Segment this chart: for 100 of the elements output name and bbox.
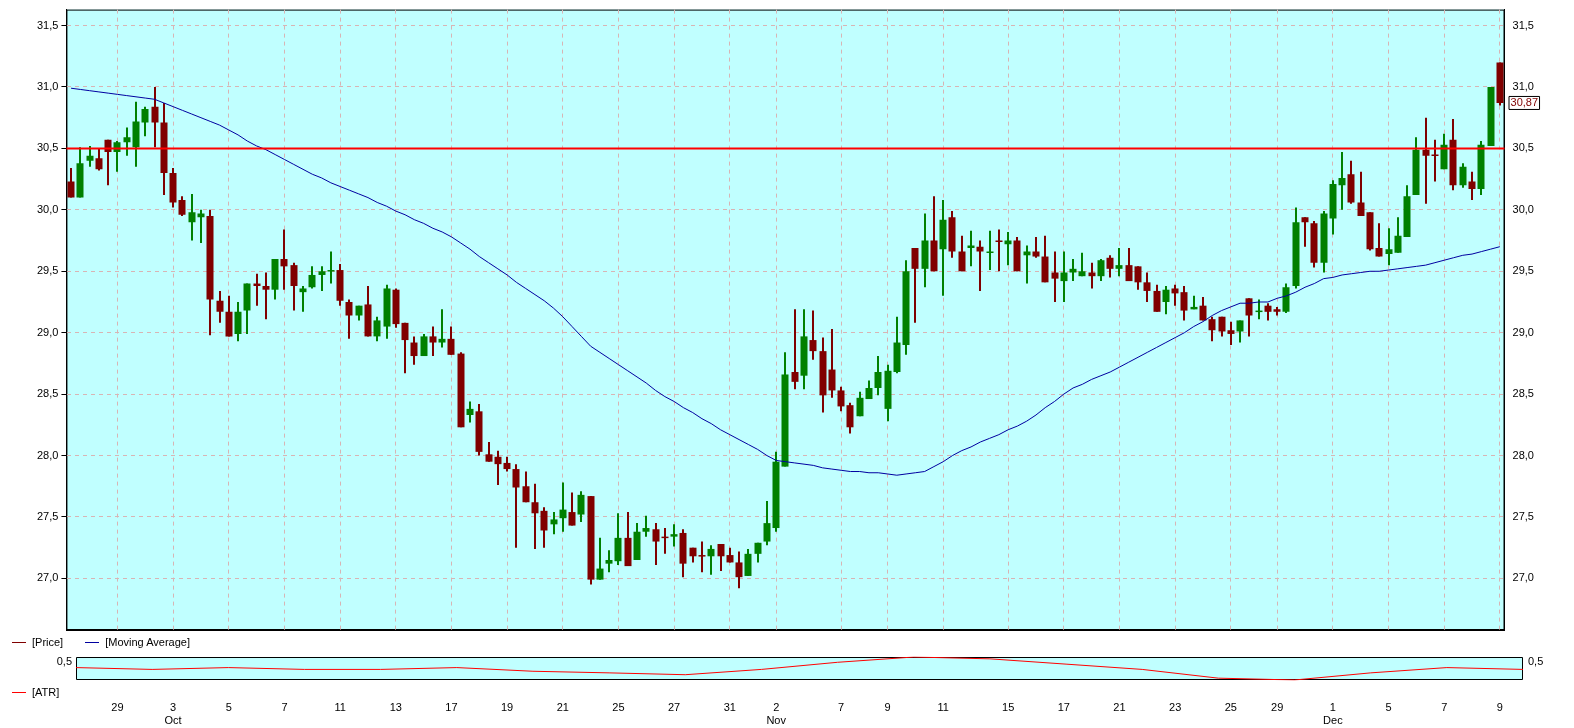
candlestick bbox=[345, 298, 353, 340]
candlestick bbox=[466, 400, 474, 424]
candlestick bbox=[447, 325, 455, 356]
x-tick-label: 17 bbox=[1057, 700, 1070, 713]
candlestick bbox=[151, 86, 159, 149]
candlestick bbox=[846, 401, 854, 435]
candlestick bbox=[522, 470, 530, 504]
candlestick bbox=[1162, 285, 1170, 316]
y2-tick-label: 28,0 bbox=[1512, 448, 1534, 461]
y2-tick-label: 29,5 bbox=[1512, 264, 1534, 277]
candlestick bbox=[1459, 162, 1467, 189]
candlestick bbox=[1245, 297, 1253, 338]
y2-tick-label: 29,0 bbox=[1512, 325, 1534, 338]
y-tick-label: 29,5 bbox=[37, 264, 59, 277]
x-tick-label: 5 bbox=[225, 700, 232, 713]
candlestick bbox=[318, 265, 326, 292]
x-tick-label: 21 bbox=[1113, 700, 1126, 713]
y2-tick-label: 31,5 bbox=[1512, 18, 1534, 31]
y-tick-label: 28,0 bbox=[37, 448, 59, 461]
candlestick bbox=[577, 490, 585, 523]
candlestick bbox=[540, 506, 548, 549]
candlestick bbox=[67, 167, 75, 199]
candlestick bbox=[308, 265, 316, 290]
candlestick bbox=[1468, 170, 1476, 202]
x-tick-label: 2 bbox=[773, 700, 780, 713]
y-tick-label: 31,0 bbox=[37, 80, 59, 93]
candlestick bbox=[1385, 227, 1393, 267]
candlestick bbox=[1051, 250, 1059, 303]
candlestick bbox=[280, 228, 288, 291]
x-tick-label: 9 bbox=[884, 700, 891, 713]
candlestick bbox=[874, 355, 882, 397]
candlestick bbox=[123, 126, 131, 157]
candlestick bbox=[178, 195, 186, 217]
candlestick bbox=[86, 144, 94, 168]
candlestick bbox=[698, 540, 706, 574]
candlestick bbox=[1134, 265, 1142, 291]
x-tick-label: 13 bbox=[389, 700, 402, 713]
x-tick-label: 11 bbox=[937, 700, 949, 713]
x-tick-label: 7 bbox=[1441, 700, 1448, 713]
candlestick bbox=[1394, 216, 1402, 254]
candlestick bbox=[1227, 320, 1235, 346]
x-tick-label: 27 bbox=[668, 700, 681, 713]
candlestick bbox=[1338, 151, 1346, 211]
candlestick bbox=[1106, 254, 1114, 279]
candlestick bbox=[670, 523, 678, 548]
candlestick bbox=[1060, 250, 1068, 303]
x-tick-label: 19 bbox=[501, 700, 514, 713]
y2-tick-label: 31,0 bbox=[1512, 80, 1534, 93]
candlestick bbox=[327, 250, 335, 285]
candlestick bbox=[410, 335, 418, 366]
candlestick bbox=[791, 308, 799, 391]
x-tick-label: 15 bbox=[1002, 700, 1015, 713]
y2-tick-label: 30,5 bbox=[1512, 141, 1534, 154]
candlestick bbox=[744, 547, 752, 577]
candlestick bbox=[531, 482, 539, 550]
candlestick bbox=[559, 481, 567, 533]
candlestick bbox=[605, 549, 613, 574]
candlestick bbox=[1236, 319, 1244, 344]
candlestick bbox=[735, 550, 743, 590]
candlestick bbox=[1153, 283, 1161, 313]
candlestick bbox=[299, 285, 307, 313]
x-tick-label: 31 bbox=[723, 700, 736, 713]
candlestick bbox=[614, 512, 622, 566]
candlestick bbox=[1097, 257, 1105, 283]
candlestick bbox=[828, 328, 836, 399]
candlestick bbox=[95, 147, 103, 172]
candlestick bbox=[1301, 216, 1309, 248]
y2-tick-label: 27,5 bbox=[1512, 510, 1534, 523]
candlestick bbox=[234, 300, 242, 343]
candlestick bbox=[216, 289, 224, 324]
candlestick bbox=[512, 463, 520, 549]
x-tick-label: 23 bbox=[1169, 700, 1182, 713]
x-tick-label: 3 bbox=[170, 700, 177, 713]
candlestick bbox=[1375, 222, 1383, 258]
x-tick-label: 11 bbox=[334, 700, 346, 713]
candlestick bbox=[642, 514, 650, 538]
candlestick bbox=[1115, 246, 1123, 278]
x-tick-label: 1 bbox=[1329, 700, 1336, 713]
candlestick bbox=[809, 309, 817, 361]
y-tick-label: 30,0 bbox=[37, 202, 59, 215]
candlestick bbox=[911, 246, 919, 324]
candlestick bbox=[262, 271, 270, 321]
y2-tick-label: 28,5 bbox=[1512, 387, 1534, 400]
y-tick-label: 28,5 bbox=[37, 387, 59, 400]
candlestick bbox=[438, 308, 446, 349]
candlestick bbox=[1422, 116, 1430, 205]
candlestick bbox=[707, 544, 715, 576]
x-tick-label: 21 bbox=[556, 700, 569, 713]
x-tick-label: 7 bbox=[281, 700, 288, 713]
candlestick bbox=[967, 229, 975, 268]
y-tick-label: 27,5 bbox=[37, 510, 59, 523]
y-tick-label: 30,5 bbox=[37, 141, 59, 154]
x-tick-label: 29 bbox=[111, 700, 124, 713]
x-tick-label: 7 bbox=[838, 700, 845, 713]
text: 30,87 bbox=[1510, 96, 1539, 108]
text: Nov bbox=[766, 714, 787, 727]
candlestick bbox=[1208, 315, 1216, 343]
candlestick bbox=[1032, 235, 1040, 259]
text: 0,5 bbox=[1528, 655, 1544, 668]
candlestick bbox=[652, 522, 660, 566]
